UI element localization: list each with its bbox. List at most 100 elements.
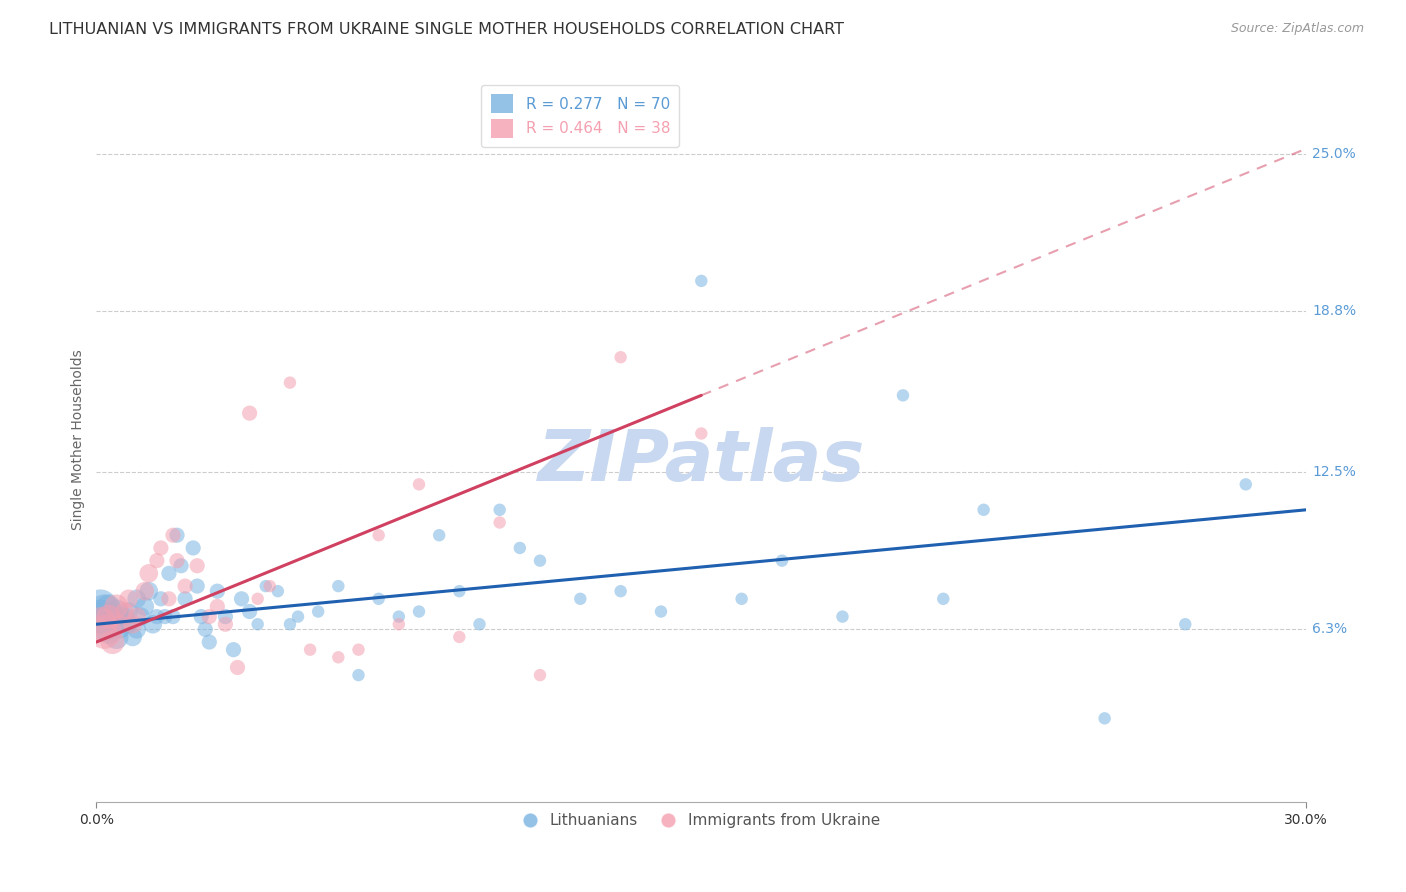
Point xyxy=(194,623,217,637)
Point xyxy=(149,591,172,606)
Point xyxy=(162,528,184,542)
Point xyxy=(278,376,301,390)
Point xyxy=(214,609,236,624)
Point xyxy=(93,624,115,639)
Text: Source: ZipAtlas.com: Source: ZipAtlas.com xyxy=(1230,22,1364,36)
Point xyxy=(1174,617,1197,632)
Point xyxy=(97,609,120,624)
Point xyxy=(650,605,672,619)
Point xyxy=(367,528,389,542)
Point xyxy=(207,599,229,614)
Text: ZIPatlas: ZIPatlas xyxy=(537,427,865,496)
Point xyxy=(138,566,160,581)
Y-axis label: Single Mother Households: Single Mother Households xyxy=(72,350,86,530)
Point xyxy=(190,609,212,624)
Point xyxy=(299,642,322,657)
Point xyxy=(609,350,631,364)
Point xyxy=(114,609,136,624)
Point xyxy=(198,635,221,649)
Point xyxy=(468,617,491,632)
Text: 25.0%: 25.0% xyxy=(1312,147,1355,161)
Point xyxy=(932,591,955,606)
Point xyxy=(891,388,914,402)
Point xyxy=(226,660,249,674)
Point xyxy=(125,609,148,624)
Point xyxy=(328,579,350,593)
Point xyxy=(214,617,236,632)
Point xyxy=(105,605,128,619)
Point xyxy=(125,623,148,637)
Point xyxy=(770,554,793,568)
Point xyxy=(181,541,204,555)
Legend: Lithuanians, Immigrants from Ukraine: Lithuanians, Immigrants from Ukraine xyxy=(516,807,887,835)
Point xyxy=(121,630,143,644)
Point xyxy=(222,642,245,657)
Point xyxy=(134,599,156,614)
Point xyxy=(388,617,411,632)
Point xyxy=(609,584,631,599)
Point xyxy=(101,617,124,632)
Point xyxy=(529,554,551,568)
Point xyxy=(408,477,430,491)
Point xyxy=(449,630,471,644)
Point xyxy=(831,609,853,624)
Text: LITHUANIAN VS IMMIGRANTS FROM UKRAINE SINGLE MOTHER HOUSEHOLDS CORRELATION CHART: LITHUANIAN VS IMMIGRANTS FROM UKRAINE SI… xyxy=(49,22,844,37)
Point xyxy=(569,591,592,606)
Point xyxy=(105,599,128,614)
Point xyxy=(307,605,329,619)
Point xyxy=(529,668,551,682)
Point xyxy=(146,554,169,568)
Point xyxy=(121,617,143,632)
Point xyxy=(388,609,411,624)
Point xyxy=(1234,477,1257,491)
Point xyxy=(101,609,124,624)
Point xyxy=(690,426,713,441)
Point xyxy=(110,623,132,637)
Point xyxy=(198,609,221,624)
Point xyxy=(142,617,165,632)
Point xyxy=(162,609,184,624)
Point xyxy=(488,516,510,530)
Point xyxy=(166,528,188,542)
Point xyxy=(93,617,115,632)
Point xyxy=(347,668,370,682)
Point xyxy=(408,605,430,619)
Point xyxy=(105,630,128,644)
Point xyxy=(246,591,269,606)
Point xyxy=(89,609,111,624)
Point xyxy=(166,554,188,568)
Point xyxy=(125,591,148,606)
Point xyxy=(117,617,139,632)
Point xyxy=(157,566,180,581)
Point xyxy=(1094,711,1116,725)
Point xyxy=(110,617,132,632)
Point xyxy=(278,617,301,632)
Point xyxy=(146,609,169,624)
Point xyxy=(110,609,132,624)
Point xyxy=(93,605,115,619)
Point xyxy=(174,579,197,593)
Point xyxy=(186,579,208,593)
Point xyxy=(690,274,713,288)
Point xyxy=(138,584,160,599)
Point xyxy=(239,406,262,420)
Point xyxy=(427,528,450,542)
Point xyxy=(246,617,269,632)
Point xyxy=(973,503,995,517)
Point xyxy=(153,609,176,624)
Point xyxy=(114,605,136,619)
Point xyxy=(259,579,281,593)
Point xyxy=(730,591,752,606)
Point xyxy=(117,605,139,619)
Point xyxy=(174,591,197,606)
Point xyxy=(267,584,290,599)
Point xyxy=(117,591,139,606)
Point xyxy=(170,558,193,573)
Text: 6.3%: 6.3% xyxy=(1312,623,1347,636)
Point xyxy=(157,591,180,606)
Point xyxy=(97,624,120,639)
Point xyxy=(186,558,208,573)
Point xyxy=(239,605,262,619)
Point xyxy=(509,541,531,555)
Text: 18.8%: 18.8% xyxy=(1312,304,1357,318)
